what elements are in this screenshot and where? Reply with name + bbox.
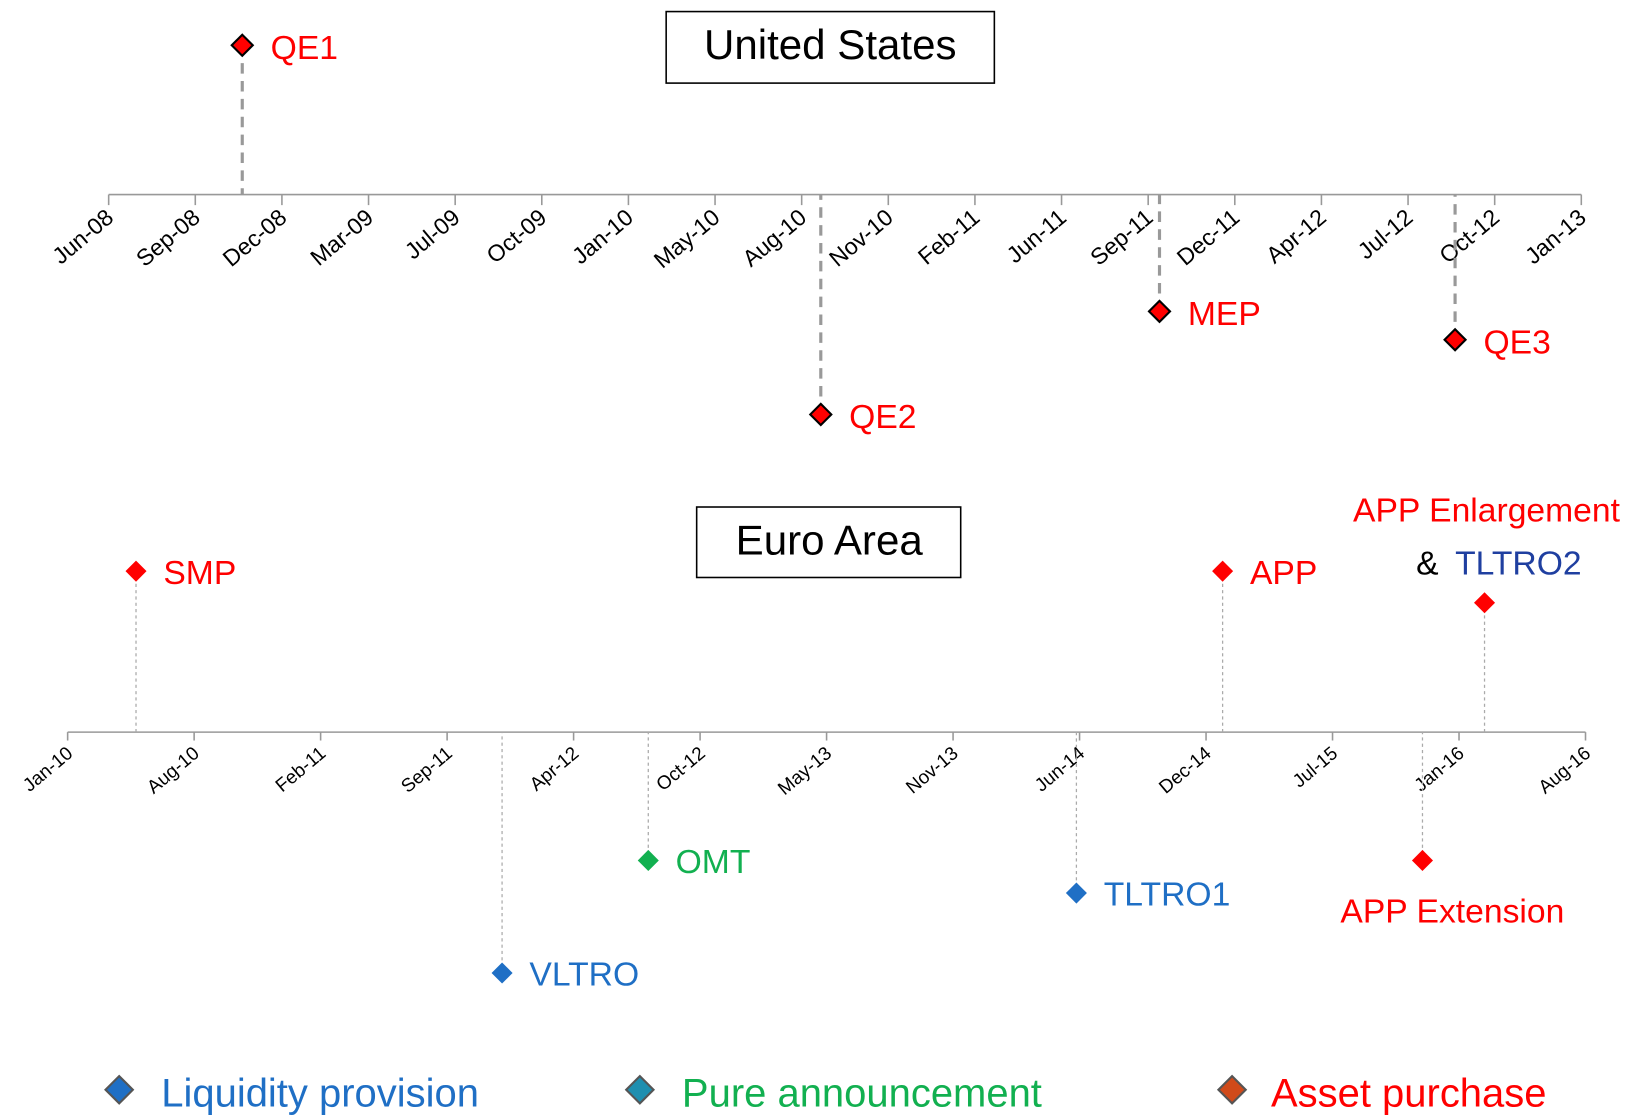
diamond-marker (104, 1074, 135, 1105)
diamond-marker (1474, 592, 1496, 614)
axis-label: Jun-11 (1002, 204, 1072, 268)
axis-label: Dec-11 (1172, 204, 1245, 271)
axis-label: Oct-12 (1434, 204, 1504, 269)
us-title: United States (704, 21, 957, 68)
axis-label: Dec-14 (1155, 743, 1215, 798)
diamond-marker (1212, 560, 1234, 582)
axis-label: Jan-16 (1411, 743, 1469, 796)
axis-label: Aug-10 (737, 204, 811, 272)
diamond-marker (1147, 299, 1172, 324)
us-title-box (665, 10, 996, 84)
axis-label: Jun-14 (1031, 743, 1089, 796)
axis-label: Jan-10 (567, 204, 638, 269)
event-label: APP (1250, 555, 1317, 592)
axis-label: Feb-11 (913, 204, 985, 270)
event-label: APP Enlargement (1353, 493, 1621, 530)
event-label: SMP (163, 555, 236, 592)
event-label: QE2 (849, 399, 916, 436)
diamond-marker (1216, 1074, 1248, 1105)
diamond-marker (1065, 882, 1087, 904)
axis-label: Dec-08 (218, 204, 292, 272)
diamond-marker (125, 560, 147, 582)
euro-title-box (695, 506, 962, 579)
axis-label: Aug-10 (143, 743, 203, 798)
axis-label: Oct-12 (653, 743, 710, 796)
diamond-marker (1443, 327, 1468, 352)
axis-label: Jan-10 (19, 743, 77, 796)
event-label: QE3 (1483, 324, 1550, 361)
axis-label: Feb-11 (272, 743, 330, 797)
axis-label: Apr-12 (526, 743, 583, 796)
event-label: QE1 (271, 30, 338, 67)
diamond-marker (1411, 849, 1433, 871)
axis-label: Sep-11 (1085, 204, 1158, 271)
axis-label: Apr-12 (1261, 204, 1331, 269)
event-label: TLTRO2 (1455, 545, 1582, 582)
axis-label: May-10 (649, 204, 725, 273)
axis-label: Jul-15 (1289, 743, 1342, 792)
axis-label: Nov-13 (902, 743, 962, 798)
axis-label: Jan-13 (1520, 204, 1591, 269)
axis-label: Mar-09 (305, 204, 378, 271)
diamond-marker (808, 402, 833, 427)
legend-label: Asset purchase (1271, 1072, 1547, 1115)
legend-label: Pure announcement (682, 1072, 1042, 1115)
event-label: VLTRO (529, 957, 639, 994)
axis-label: Nov-10 (824, 204, 898, 272)
axis-label: Jun-08 (47, 204, 118, 269)
axis-label: May-13 (774, 743, 836, 800)
axis-label: Sep-11 (397, 743, 456, 797)
event-label: & (1416, 545, 1438, 582)
event-label: TLTRO1 (1104, 877, 1231, 914)
axis-label: Jul-09 (400, 204, 465, 264)
euro-title: Euro Area (736, 516, 924, 563)
axis-label: Aug-16 (1535, 743, 1595, 798)
legend-label: Liquidity provision (161, 1072, 479, 1115)
event-label: APP Extension (1340, 894, 1564, 931)
axis-label: Sep-08 (131, 204, 205, 272)
axis-label: Jul-12 (1353, 204, 1418, 264)
axis-label: Oct-09 (481, 204, 551, 269)
diamond-marker (230, 33, 255, 58)
diamond-marker (491, 962, 513, 984)
event-label: OMT (676, 844, 751, 881)
diamond-marker (637, 849, 659, 871)
event-label: MEP (1188, 296, 1261, 333)
diamond-marker (624, 1074, 656, 1105)
